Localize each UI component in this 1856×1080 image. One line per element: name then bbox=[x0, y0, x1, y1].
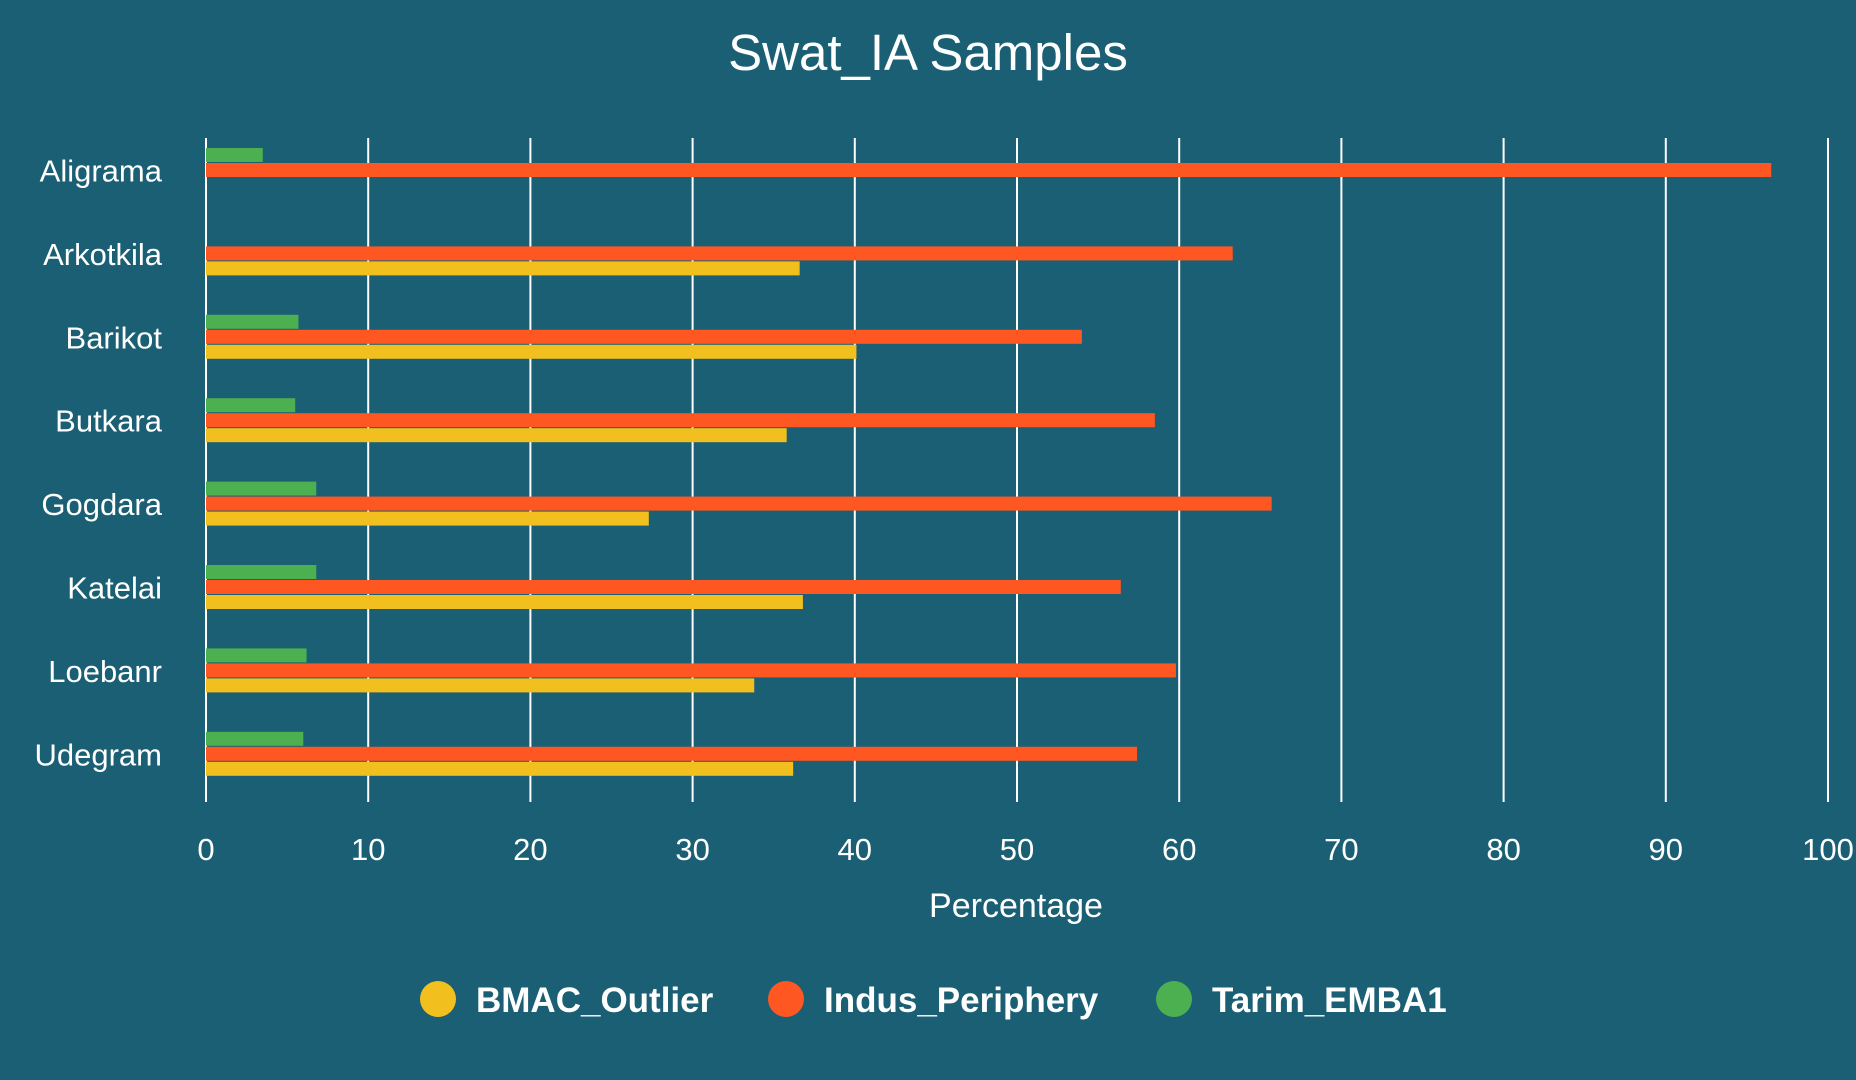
bars bbox=[206, 148, 1772, 776]
x-tick-label: 100 bbox=[1802, 832, 1854, 867]
chart-title: Swat_IA Samples bbox=[728, 24, 1128, 81]
legend-label: Indus_Periphery bbox=[824, 981, 1099, 1020]
category-label: Aligrama bbox=[40, 154, 163, 189]
category-label: Butkara bbox=[55, 404, 163, 439]
bar-tarim-emba1 bbox=[206, 398, 296, 413]
category-label: Udegram bbox=[35, 737, 163, 772]
bar-bmac-outlier bbox=[206, 511, 649, 526]
bar-bmac-outlier bbox=[206, 678, 755, 693]
category-label: Katelai bbox=[67, 571, 162, 606]
category-label: Arkotkila bbox=[43, 237, 163, 272]
bar-indus-periphery bbox=[206, 663, 1176, 678]
category-label: Gogdara bbox=[41, 487, 162, 522]
bar-tarim-emba1 bbox=[206, 314, 299, 329]
x-tick-label: 20 bbox=[513, 832, 547, 867]
x-tick-label: 90 bbox=[1649, 832, 1683, 867]
bar-indus-periphery bbox=[206, 496, 1272, 511]
grid-lines bbox=[205, 138, 1829, 802]
bar-tarim-emba1 bbox=[206, 481, 317, 496]
x-tick-label: 0 bbox=[197, 832, 214, 867]
legend-swatch bbox=[420, 981, 456, 1017]
bar-indus-periphery bbox=[206, 246, 1233, 261]
bar-bmac-outlier bbox=[206, 428, 787, 443]
x-tick-label: 60 bbox=[1162, 832, 1196, 867]
legend-label: Tarim_EMBA1 bbox=[1212, 981, 1447, 1020]
x-axis-label: Percentage bbox=[929, 887, 1103, 925]
category-label: Loebanr bbox=[48, 654, 162, 689]
bar-indus-periphery bbox=[206, 746, 1138, 761]
bar-indus-periphery bbox=[206, 580, 1121, 594]
bar-tarim-emba1 bbox=[206, 731, 304, 746]
x-tick-labels: 0 10 20 30 40 50 60 70 80 90 100 bbox=[197, 832, 1853, 867]
legend-item[interactable]: BMAC_Outlier bbox=[420, 981, 714, 1020]
x-tick-label: 80 bbox=[1486, 832, 1520, 867]
bar-bmac-outlier bbox=[206, 595, 803, 609]
legend-item[interactable]: Tarim_EMBA1 bbox=[1156, 981, 1447, 1020]
bar-indus-periphery bbox=[206, 413, 1155, 428]
x-tick-label: 70 bbox=[1324, 832, 1358, 867]
x-tick-label: 10 bbox=[351, 832, 385, 867]
bar-indus-periphery bbox=[206, 329, 1082, 344]
bar-bmac-outlier bbox=[206, 344, 857, 359]
category-label: Barikot bbox=[66, 320, 163, 355]
bar-tarim-emba1 bbox=[206, 648, 307, 663]
legend-label: BMAC_Outlier bbox=[476, 981, 714, 1020]
legend-swatch bbox=[768, 981, 804, 1017]
bar-bmac-outlier bbox=[206, 761, 794, 776]
legend-item[interactable]: Indus_Periphery bbox=[768, 981, 1099, 1020]
bar-bmac-outlier bbox=[206, 261, 800, 276]
x-tick-label: 40 bbox=[838, 832, 872, 867]
legend[interactable]: BMAC_Outlier Indus_Periphery Tarim_EMBA1 bbox=[420, 981, 1447, 1020]
legend-swatch bbox=[1156, 981, 1192, 1017]
category-labels: Aligrama Arkotkila Barikot Butkara Gogdara Ka… bbox=[35, 154, 163, 773]
bar-indus-periphery bbox=[206, 163, 1772, 177]
bar-tarim-emba1 bbox=[206, 148, 263, 162]
bar-tarim-emba1 bbox=[206, 565, 317, 579]
x-tick-label: 50 bbox=[1000, 832, 1034, 867]
x-tick-label: 30 bbox=[675, 832, 709, 867]
